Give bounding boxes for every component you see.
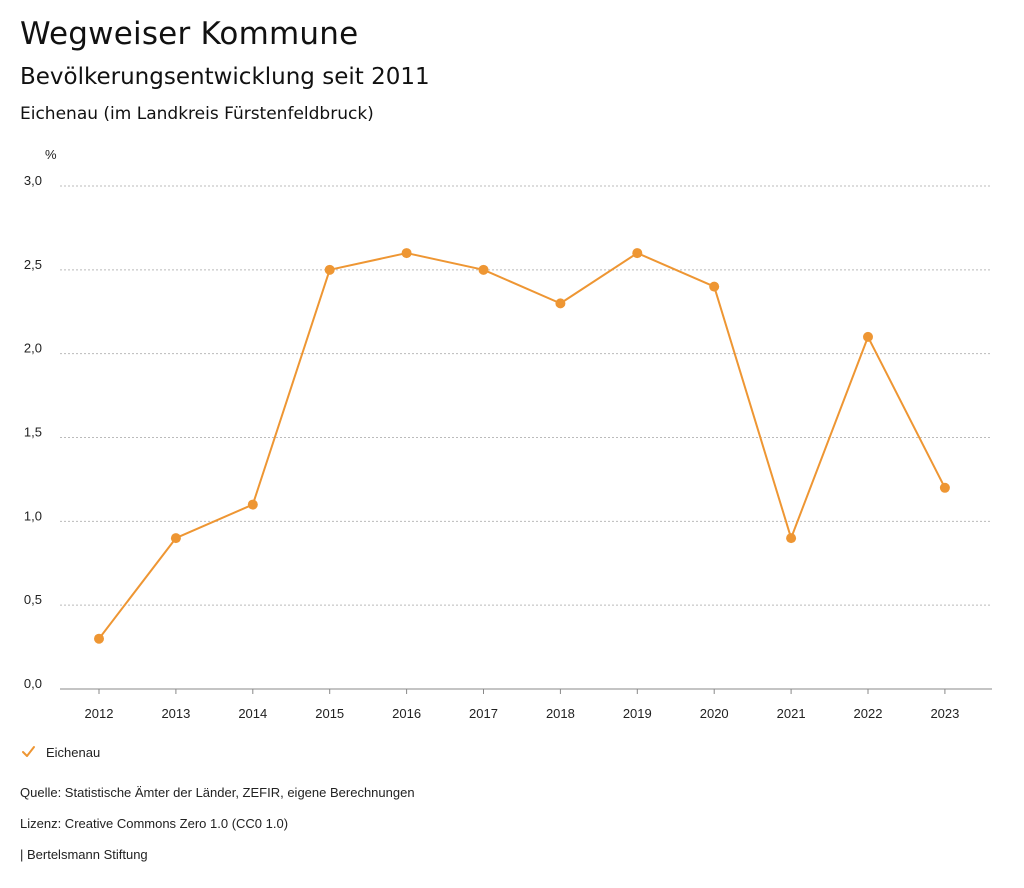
x-tick-label: 2014 — [238, 706, 267, 721]
legend-label-eichenau: Eichenau — [46, 744, 101, 760]
footer-license: Lizenz: Creative Commons Zero 1.0 (CC0 1… — [20, 816, 289, 831]
page-title: Wegweiser Kommune — [20, 16, 359, 52]
x-tick-label: 2021 — [777, 706, 806, 721]
x-tick-label: 2019 — [623, 706, 652, 721]
data-point[interactable] — [170, 533, 181, 544]
data-point[interactable] — [555, 298, 566, 309]
y-tick-label: 1,5 — [24, 425, 42, 440]
data-point[interactable] — [401, 248, 412, 259]
x-tick-label: 2023 — [930, 706, 959, 721]
data-point[interactable] — [247, 499, 258, 510]
chart-subtitle: Bevölkerungsentwicklung seit 2011 — [20, 64, 430, 90]
y-axis-unit-label: % — [45, 147, 57, 162]
data-point[interactable] — [94, 633, 104, 644]
y-tick-label: 0,5 — [24, 592, 42, 607]
x-tick-label: 2013 — [161, 706, 190, 721]
y-tick-label: 2,5 — [24, 257, 42, 272]
data-point[interactable] — [632, 248, 643, 259]
x-tick-label: 2015 — [315, 706, 344, 721]
data-point[interactable] — [939, 482, 950, 493]
line-chart: % 0,0 0,5 1,0 1,5 2,0 2,5 3,0 2012 2013 2014 2015… — [24, 147, 992, 721]
data-point[interactable] — [863, 331, 873, 342]
data-point[interactable] — [709, 281, 720, 292]
y-axis-ticks: 0,0 0,5 1,0 1,5 2,0 2,5 3,0 — [24, 173, 42, 691]
data-point[interactable] — [324, 264, 335, 275]
footer-source: Quelle: Statistische Ämter der Länder, Z… — [20, 785, 415, 800]
x-tick-label: 2017 — [469, 706, 498, 721]
series-line — [98, 252, 946, 640]
check-icon — [22, 746, 35, 757]
x-tick-label: 2020 — [700, 706, 729, 721]
footer-brand: | Bertelsmann Stiftung — [20, 847, 148, 862]
data-point[interactable] — [478, 264, 489, 275]
series-eichenau — [94, 248, 950, 644]
x-tick-label: 2022 — [854, 706, 883, 721]
x-tick-label: 2018 — [546, 706, 575, 721]
x-tick-label: 2012 — [85, 706, 114, 721]
grid-lines — [60, 185, 992, 690]
legend[interactable]: Eichenau — [20, 744, 100, 760]
x-tick-label: 2016 — [392, 706, 421, 721]
chart-region-label: Eichenau (im Landkreis Fürstenfeldbruck) — [20, 104, 374, 124]
y-tick-label: 0,0 — [24, 676, 42, 691]
y-tick-label: 3,0 — [24, 173, 42, 188]
y-tick-label: 1,0 — [24, 508, 42, 523]
x-axis-ticks: 2012 2013 2014 2015 2016 2017 2018 2019 2020 2021… — [85, 689, 959, 721]
data-point[interactable] — [786, 533, 797, 544]
y-tick-label: 2,0 — [24, 341, 42, 356]
